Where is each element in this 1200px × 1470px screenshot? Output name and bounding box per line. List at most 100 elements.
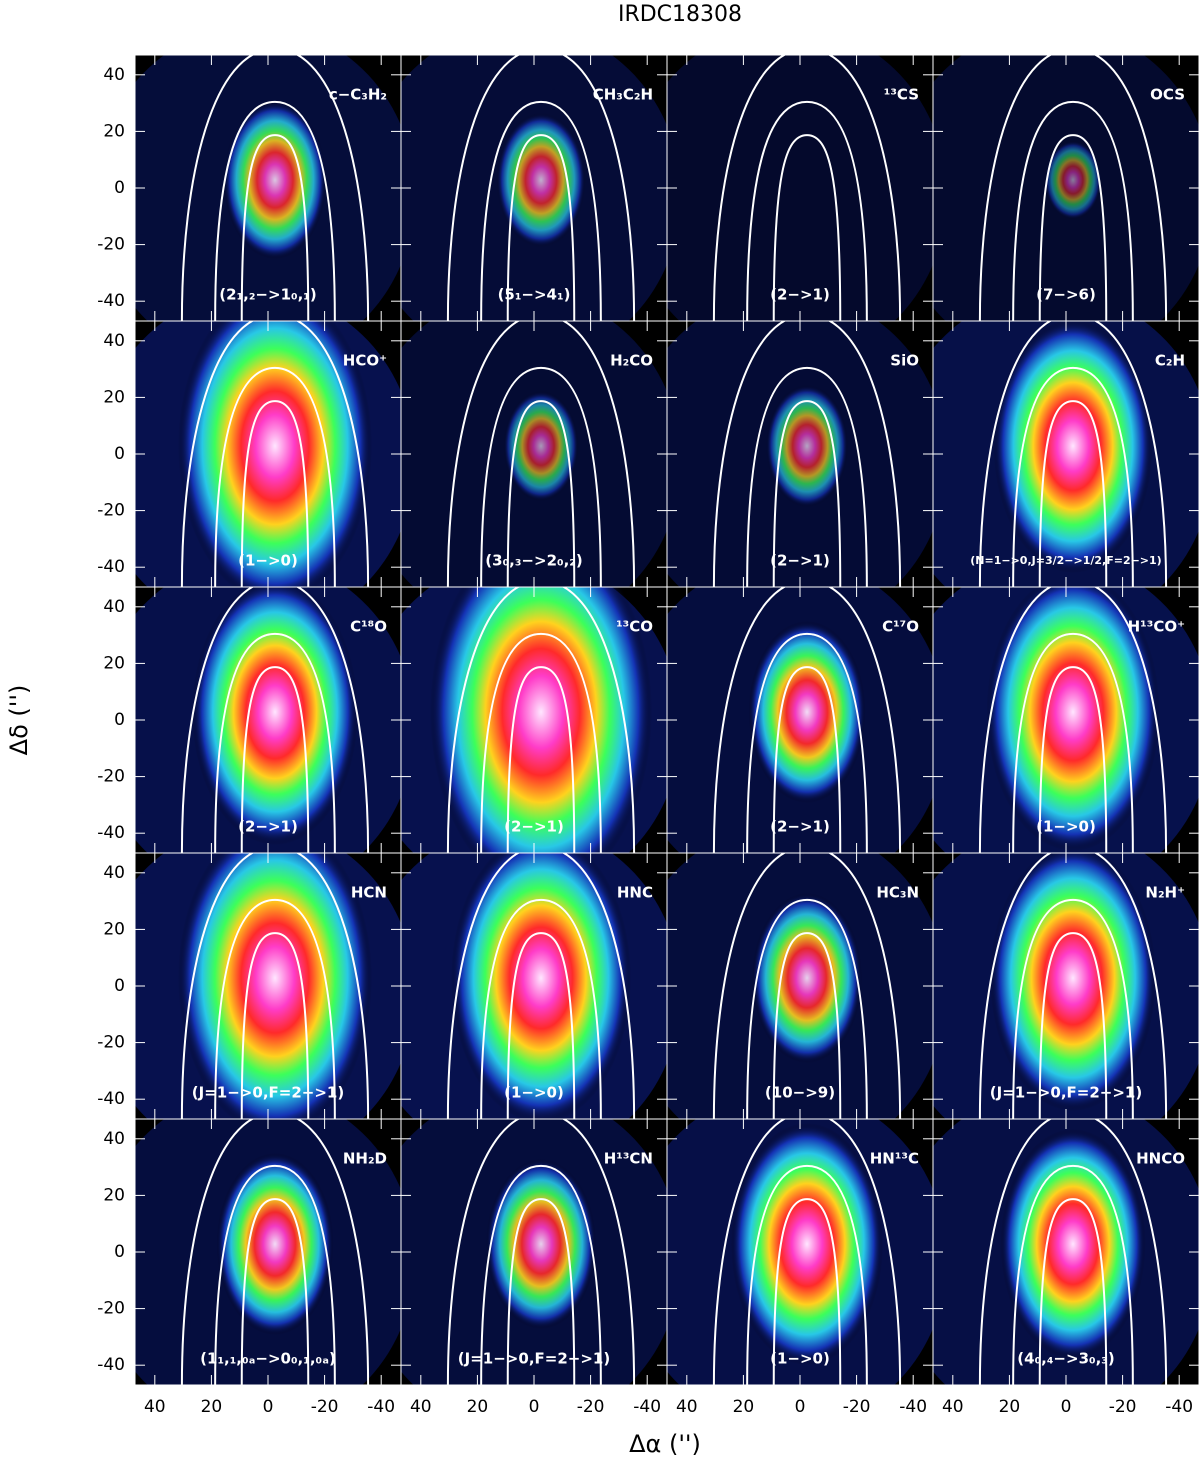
y-tick-label: 0 [114,178,125,198]
contour [480,100,602,321]
transition-label: (3₀,₃−>2₀,₂) [485,552,582,570]
map-panel [401,1119,667,1385]
y-tick-label: 20 [103,121,125,141]
contour [214,898,336,1119]
molecule-label: HNCO [1136,1150,1185,1168]
y-tick-label: -20 [97,767,125,787]
contour [446,587,636,853]
y-tick-label: 20 [103,1185,125,1205]
contour [240,400,310,587]
contour [180,853,370,1119]
x-tick-label: 40 [676,1397,698,1417]
diffuse-emission [933,55,1199,321]
y-tick-label: 40 [103,331,125,351]
contour [772,666,842,853]
contour [446,1119,636,1385]
map-panel [933,321,1199,587]
contour [1038,1198,1108,1385]
transition-label: (10−>9) [765,1084,835,1102]
x-tick-label: -20 [311,1397,339,1417]
transition-label: (7−>6) [1036,286,1096,304]
emission-blob [496,113,586,247]
transition-label: (1−>0) [238,552,298,570]
contour [506,134,576,321]
y-tick-label: 0 [114,444,125,464]
molecule-label: H¹³CN [604,1150,653,1168]
map-panel [401,321,667,587]
contour [1012,100,1134,321]
transition-label: (N=1−>0,J=3/2−>1/2,F=2−>1) [970,554,1161,567]
contour [712,1119,902,1385]
contour [978,55,1168,321]
y-tick-label: 20 [103,387,125,407]
y-tick-label: 0 [114,976,125,996]
x-tick-label: -40 [633,1397,661,1417]
x-tick-label: 20 [467,1397,489,1417]
contour [480,1164,602,1385]
y-tick-label: 20 [103,919,125,939]
molecule-label: C¹⁸O [350,618,387,636]
emission-blob [430,587,652,853]
contour [978,321,1168,587]
contour [180,1119,370,1385]
contour [480,632,602,853]
molecule-label: NH₂D [343,1150,387,1168]
contour [978,587,1168,853]
contour [446,55,636,321]
y-tick-label: 20 [103,653,125,673]
emission-blob [986,587,1160,851]
y-tick-label: 40 [103,65,125,85]
x-tick-label: 0 [529,1397,540,1417]
emission-blob [993,321,1153,573]
x-tick-label: 40 [144,1397,166,1417]
map-panel [667,1119,933,1385]
emission-blob [486,1159,596,1329]
contour [180,55,370,321]
transition-label: (4₀,₄−>3₀,₃) [1017,1350,1114,1368]
molecule-label: HC₃N [876,884,919,902]
y-tick-label: -20 [97,1033,125,1053]
emission-blob [178,321,372,587]
transition-label: (2−>1) [770,552,830,570]
molecule-label: C₂H [1155,352,1185,370]
contour [446,321,636,587]
molecule-label: c−C₃H₂ [329,86,387,104]
y-tick-label: -20 [97,1299,125,1319]
contour [1012,366,1134,587]
contour [506,666,576,853]
emission-blob [990,853,1156,1111]
contour [978,1119,1168,1385]
y-tick-label: -40 [97,823,125,843]
contour [746,632,868,853]
x-tick-label: -20 [843,1397,871,1417]
emission-blob [748,621,866,803]
x-tick-label: 40 [410,1397,432,1417]
emission-blob [216,1153,334,1335]
panel-background [667,55,933,321]
transition-label: (2₁,₂−>1₀,₁) [219,286,316,304]
molecule-label: H₂CO [610,352,653,370]
transition-label: (1−>0) [770,1350,830,1368]
molecule-label: H¹³CO⁺ [1128,618,1185,636]
contour [214,100,336,321]
contour [1038,400,1108,587]
emission-blob [766,385,848,507]
contour [978,853,1168,1119]
y-tick-label: 40 [103,1129,125,1149]
contour [180,587,370,853]
x-tick-label: 40 [942,1397,964,1417]
emission-blob [752,893,862,1063]
contour [506,1198,576,1385]
contour [1012,1164,1134,1385]
transition-label: (2−>1) [770,818,830,836]
contour [772,134,842,321]
transition-label: (5₁−>4₁) [498,286,571,304]
map-panel [933,55,1199,321]
molecule-label: ¹³CS [884,86,919,104]
map-panel [933,1119,1199,1385]
map-panel [933,587,1199,853]
contour [746,1164,868,1385]
molecule-label: HNC [617,884,653,902]
molecule-label: ¹³CO [616,618,653,636]
